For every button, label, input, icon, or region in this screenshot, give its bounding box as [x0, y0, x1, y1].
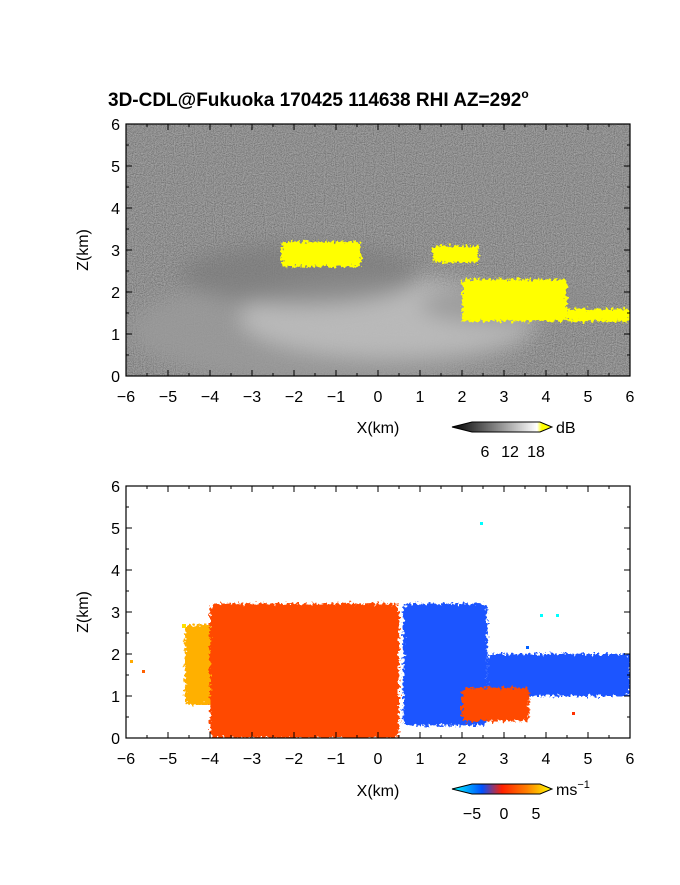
y-tick-label: 5: [111, 521, 120, 538]
y-tick-label: 0: [111, 731, 120, 748]
x-tick-label: 1: [416, 389, 425, 406]
x-tick-label: 3: [500, 389, 509, 406]
x-tick-label: 2: [458, 751, 467, 768]
velocity-axes: −6 −5 −4 −3 −2 −1 0 1 2 3 4 5 6 0 1 2 3 4 5 6: [111, 479, 634, 768]
x-tick-label: −3: [243, 389, 261, 406]
strong-echo-patch: [567, 308, 630, 322]
reflectivity-field: [126, 124, 630, 376]
strong-echo-patch: [432, 245, 479, 263]
velocity-xlabel: X(km): [357, 783, 400, 800]
y-tick-label: 1: [111, 689, 120, 706]
x-tick-label: 2: [458, 389, 467, 406]
x-tick-label: −3: [243, 751, 261, 768]
strong-echo-patch: [281, 241, 362, 267]
velocity-field: [126, 486, 630, 738]
x-tick-label: 6: [626, 751, 635, 768]
x-tick-label: −6: [117, 389, 135, 406]
velocity-colorbar-tick: 5: [532, 806, 541, 823]
reflectivity-colorbar-tick: 12: [501, 444, 519, 461]
velocity-speckles: [130, 522, 575, 715]
x-tick-label: −4: [201, 389, 219, 406]
y-tick-label: 4: [111, 563, 120, 580]
x-tick-label: 5: [584, 751, 593, 768]
reflectivity-colorbar-unit: dB: [556, 420, 576, 437]
x-tick-label: −5: [159, 751, 177, 768]
velocity-region: [210, 603, 399, 738]
reflectivity-colorbar-tick: 18: [527, 444, 545, 461]
y-tick-label: 5: [111, 159, 120, 176]
velocity-regions: [184, 603, 630, 738]
y-tick-label: 6: [111, 117, 120, 134]
velocity-ylabel: Z(km): [75, 591, 92, 633]
x-tick-label: 6: [626, 389, 635, 406]
x-tick-label: −4: [201, 751, 219, 768]
x-tick-label: 5: [584, 389, 593, 406]
x-tick-label: 4: [542, 389, 551, 406]
x-tick-label: 4: [542, 751, 551, 768]
reflectivity-colorbar: dB 6 12 18: [451, 420, 576, 461]
x-tick-label: −1: [327, 751, 345, 768]
y-tick-label: 3: [111, 243, 120, 260]
x-tick-label: −6: [117, 751, 135, 768]
x-tick-label: 1: [416, 751, 425, 768]
x-tick-label: −1: [327, 389, 345, 406]
x-tick-label: 0: [374, 751, 383, 768]
velocity-region: [462, 687, 530, 722]
velocity-colorbar-tick: 0: [500, 806, 509, 823]
strong-echo-patch: [462, 279, 567, 322]
reflectivity-colorbar-tick: 6: [481, 444, 490, 461]
y-tick-label: 2: [111, 285, 120, 302]
velocity-colorbar: ms−1 −5 0 5: [451, 779, 590, 823]
strong-echo-patches: [281, 241, 630, 322]
y-tick-label: 1: [111, 327, 120, 344]
velocity-colorbar-tick: −5: [463, 806, 481, 823]
velocity-region: [487, 654, 630, 696]
reflectivity-axes: −6 −5 −4 −3 −2 −1 0 1 2 3 4 5 6 0 1 2 3 4 5 6: [111, 117, 634, 406]
reflectivity-xlabel: X(km): [357, 420, 400, 437]
y-tick-label: 3: [111, 605, 120, 622]
x-tick-label: 0: [374, 389, 383, 406]
velocity-colorbar-unit: ms−1: [556, 779, 590, 799]
reflectivity-ylabel: Z(km): [75, 229, 92, 271]
x-tick-label: 3: [500, 751, 509, 768]
y-tick-label: 6: [111, 479, 120, 496]
y-tick-label: 2: [111, 647, 120, 664]
y-tick-label: 0: [111, 369, 120, 386]
figure-title: 3D-CDL@Fukuoka 170425 114638 RHI AZ=292o: [108, 87, 529, 111]
y-tick-label: 4: [111, 201, 120, 218]
x-tick-label: −2: [285, 751, 303, 768]
velocity-panel: −6 −5 −4 −3 −2 −1 0 1 2 3 4 5 6 0 1 2 3 4 5 6 X(km) Z(km) m…: [75, 479, 635, 823]
x-tick-label: −2: [285, 389, 303, 406]
x-tick-label: −5: [159, 389, 177, 406]
